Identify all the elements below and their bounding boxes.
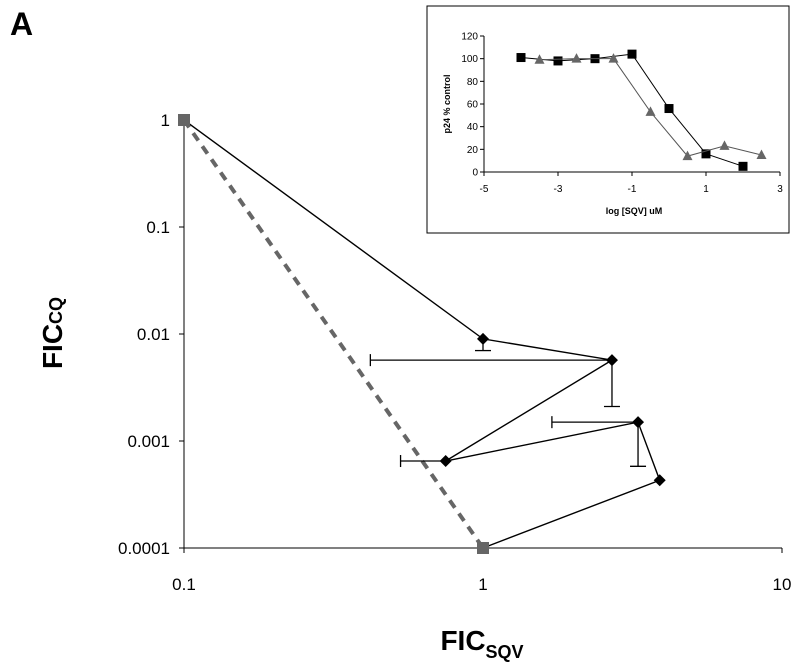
inset-square-marker <box>738 161 748 171</box>
inset-y-tick-label: 40 <box>467 122 479 133</box>
x-axis-label-main: FIC <box>440 625 485 656</box>
inset-y-tick-label: 20 <box>467 145 479 156</box>
endpoint-square-marker <box>477 542 489 554</box>
inset-x-tick-label: -1 <box>628 184 637 195</box>
inset-series <box>516 49 767 171</box>
inset-triangle-marker <box>756 149 767 159</box>
inset-triangle-marker <box>645 106 656 116</box>
x-tick-label: 1 <box>478 575 487 594</box>
inset-y-tick-label: 100 <box>461 54 478 65</box>
diamond-marker <box>653 474 666 487</box>
inset-ticks: 0 20 40 60 80 100 120 -5 -3 -1 1 3 <box>461 32 783 196</box>
inset-y-tick-label: 0 <box>472 168 478 179</box>
inset-triangle-marker <box>682 150 693 161</box>
y-tick-label: 0.001 <box>127 432 170 451</box>
inset-y-tick-label: 80 <box>467 77 479 88</box>
endpoint-square-marker <box>178 114 190 126</box>
inset-x-tick-label: -5 <box>480 184 489 195</box>
inset-y-tick-label: 120 <box>461 32 478 43</box>
x-axis-label-sub: SQV <box>486 642 524 662</box>
diamond-marker <box>632 416 645 429</box>
panel-letter: A <box>10 6 34 42</box>
inset-square-marker <box>627 49 637 59</box>
inset-square-marker <box>701 149 711 159</box>
inset-x-tick-label: 3 <box>777 184 783 195</box>
inset-triangle-marker <box>534 54 545 64</box>
inset-square-marker <box>516 53 526 63</box>
inset-x-axis-label: log [SQV] uM <box>606 206 663 216</box>
x-axis-label: FICSQV <box>440 625 523 662</box>
inset-y-tick-label: 60 <box>467 100 479 111</box>
x-tick-label: 0.1 <box>172 575 196 594</box>
y-tick-label: 0.0001 <box>118 539 170 558</box>
inset-x-tick-label: 1 <box>703 184 709 195</box>
inset-border <box>426 5 790 234</box>
additivity-dashed-line <box>182 118 485 550</box>
inset-y-axis-label: p24 % control <box>442 74 452 133</box>
inset-chart: 0 20 40 60 80 100 120 -5 -3 -1 1 3 p24 % control lo… <box>426 5 790 234</box>
inset-x-tick-label: -3 <box>554 184 563 195</box>
inset-square-marker <box>553 56 563 66</box>
inset-triangle-marker <box>719 140 730 150</box>
y-axis-label-main: FIC <box>37 324 68 369</box>
y-tick-label: 0.1 <box>146 218 170 237</box>
inset-triangle-marker <box>571 53 582 63</box>
diamond-marker <box>477 332 489 345</box>
x-tick-label: 10 <box>773 575 792 594</box>
inset-square-marker <box>664 104 674 114</box>
inset-triangle-marker <box>608 53 619 63</box>
diamond-marker <box>439 455 452 468</box>
y-axis-label-sub: CQ <box>46 297 66 324</box>
y-tick-label: 0.01 <box>137 325 170 344</box>
diamond-marker <box>605 354 618 367</box>
y-tick-label: 1 <box>161 111 170 130</box>
y-axis-label: FICCQ <box>37 297 68 369</box>
main-series <box>178 114 666 554</box>
